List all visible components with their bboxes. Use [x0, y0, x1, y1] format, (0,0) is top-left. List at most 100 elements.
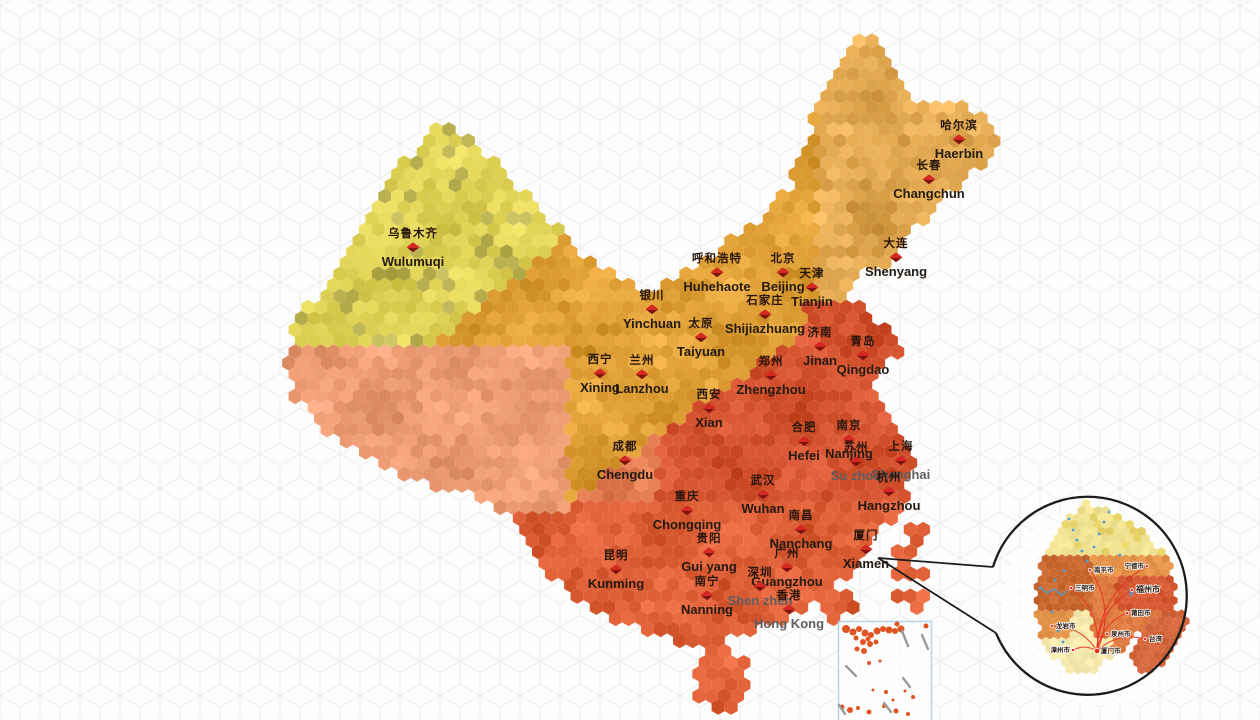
flight-route [1096, 589, 1133, 652]
city-marker-icon[interactable] [889, 252, 903, 263]
city-qingdao[interactable]: 青岛 Qingdao [837, 336, 890, 375]
city-lanzhou[interactable]: 兰州 Lanzhou [615, 355, 669, 396]
city-marker-icon[interactable] [710, 267, 724, 278]
city-nanning[interactable]: 南宁 Nanning [681, 576, 733, 615]
city-marker-icon[interactable] [694, 332, 708, 343]
inset-city-dot [1071, 648, 1075, 652]
inset-city-dot [1088, 568, 1092, 572]
city-xian[interactable]: 西安 Xian [695, 388, 723, 430]
city-hangzhou[interactable]: 杭州 Hangzhou [857, 472, 921, 513]
city-marker-icon[interactable] [406, 242, 420, 253]
flight-routes [1051, 565, 1148, 652]
city-label-en: Yinchuan [622, 315, 682, 331]
city-hefei[interactable]: 合肥 Hefei [788, 422, 820, 461]
city-marker-icon[interactable] [764, 370, 778, 381]
city-zhengzhou[interactable]: 郑州 Zhengzhou [736, 356, 805, 395]
city-jinan[interactable]: 济南 Jinan [803, 327, 837, 366]
city-label-zh: 厦门 [853, 529, 879, 542]
inset-city-label: 宁德市 [1125, 561, 1145, 570]
city-marker-icon[interactable] [618, 455, 632, 466]
city-label-en: Beijing [761, 278, 805, 294]
inset-city-dot [1130, 588, 1134, 592]
city-xiamen[interactable]: 厦门 Xiamen [843, 529, 889, 569]
city-wuhan[interactable]: 武汉 Wuhan [741, 475, 784, 514]
city-marker-icon[interactable] [882, 486, 896, 497]
city-guangzhou[interactable]: 广州 Guangzhou [751, 548, 823, 587]
fujian-inset-water: ✈ [1038, 510, 1138, 644]
city-marker-icon[interactable] [894, 455, 908, 466]
city-label-en: Lanzhou [615, 380, 669, 396]
city-taiyuan[interactable]: 太原 Taiyuan [677, 318, 725, 357]
city-hong-kong[interactable]: 香港 Hong Kong [754, 590, 824, 629]
city-nanjing[interactable]: 南京 Nanjing [825, 420, 873, 461]
inset-city-label: 厦门市 [1101, 646, 1121, 655]
city-marker-icon[interactable] [859, 544, 873, 555]
city-label-en: Kunming [587, 575, 645, 591]
city-marker-icon[interactable] [780, 562, 794, 573]
city-shenyang[interactable]: 大连 Shenyang [864, 237, 928, 279]
city-marker-icon[interactable] [756, 489, 770, 500]
city-xining[interactable]: 西宁 Xining [580, 353, 620, 395]
city-marker-icon[interactable] [849, 456, 863, 467]
city-marker-icon[interactable] [813, 341, 827, 352]
city-label-en: Shenyang [864, 263, 928, 279]
city-marker-icon[interactable] [702, 547, 716, 558]
city-label-zh: 大连 [883, 237, 909, 250]
city-wulumuqi[interactable]: 乌鲁木齐 Wulumuqi [382, 227, 445, 267]
city-marker-icon[interactable] [635, 369, 649, 380]
city-marker-icon[interactable] [680, 505, 694, 516]
city-marker-icon[interactable] [776, 267, 790, 278]
city-marker-icon[interactable] [805, 282, 819, 293]
city-label-zh: 昆明 [603, 549, 629, 562]
city-beijing[interactable]: 北京 Beijing [761, 252, 805, 294]
city-marker-icon[interactable] [856, 350, 870, 361]
magnifier-circle [991, 495, 1188, 696]
city-huhehaote[interactable]: 呼和浩特 Huhehaote [683, 253, 750, 292]
city-tianjin[interactable]: 天津 Tianjin [791, 268, 833, 307]
city-chongqing[interactable]: 重庆 Chongqing [653, 491, 722, 530]
city-marker-icon[interactable] [794, 524, 808, 535]
city-marker-icon[interactable] [753, 581, 767, 592]
city-label-zh: 西安 [696, 388, 722, 401]
city-marker-icon[interactable] [782, 604, 796, 615]
city-label-zh: 西宁 [587, 353, 613, 366]
city-shanghai[interactable]: 上海 Shanghai [871, 441, 931, 482]
city-marker-icon[interactable] [922, 174, 936, 185]
city-label-en: Xining [580, 379, 620, 395]
city-label-zh: 北京 [770, 252, 796, 265]
city-label-en: Shanghai [871, 466, 931, 482]
inset-city-label: 莆田市 [1131, 608, 1151, 617]
city-label-zh: 长春 [916, 159, 942, 172]
inset-city-label: 福州市 [1135, 584, 1160, 594]
city-changchun[interactable]: 长春 Changchun [893, 159, 965, 199]
city-yinchuan[interactable]: 银川 Yinchuan [622, 290, 682, 331]
city-kunming[interactable]: 昆明 Kunming [587, 549, 645, 591]
city-label-zh: 深圳 [747, 566, 773, 579]
city-label-en: Nanchang [769, 535, 833, 551]
city-label-en: Hangzhou [857, 497, 921, 513]
callout-line-upper [877, 557, 994, 568]
city-label-zh: 乌鲁木齐 [388, 227, 438, 240]
city-marker-icon[interactable] [797, 436, 811, 447]
city-shen-zhen[interactable]: 深圳 Shen zhen [727, 566, 792, 606]
city-marker-icon[interactable] [952, 134, 966, 145]
city-marker-icon[interactable] [702, 403, 716, 414]
city-shijiazhuang[interactable]: 石家庄 Shijiazhuang [725, 295, 805, 334]
city-marker-icon[interactable] [842, 434, 856, 445]
city-marker-icon[interactable] [593, 368, 607, 379]
city-marker-icon[interactable] [609, 564, 623, 575]
city-gui-yang[interactable]: 贵阳 Gui yang [681, 533, 737, 572]
city-marker-icon[interactable] [700, 590, 714, 601]
city-label-en: Nanjing [825, 445, 873, 461]
city-nanchang[interactable]: 南昌 Nanchang [769, 510, 833, 551]
city-marker-icon[interactable] [645, 304, 659, 315]
south-china-sea-inset [837, 620, 933, 720]
city-chengdu[interactable]: 成都 Chengdu [597, 441, 653, 480]
inset-city-dot [1050, 624, 1054, 628]
city-label-en: Xian [695, 414, 723, 430]
city-su-zhou[interactable]: 苏州 Su zhou [831, 442, 882, 481]
city-marker-icon[interactable] [758, 309, 772, 320]
city-haerbin[interactable]: 哈尔滨 Haerbin [935, 120, 983, 159]
